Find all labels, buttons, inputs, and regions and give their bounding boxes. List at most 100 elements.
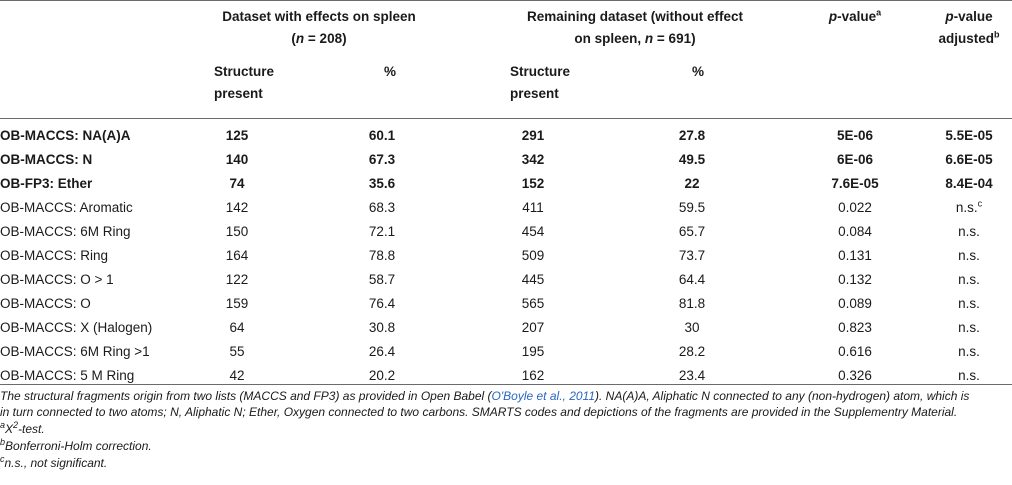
cell-p2: 30 [684,320,700,335]
structure-header-2: Structure present [510,64,571,101]
cell-p2: 73.7 [678,248,706,263]
cell-pa: 8.4E-04 [945,176,993,191]
cell-pv: 5E-06 [836,128,874,143]
cell-s1: 55 [229,344,245,359]
cell-pa: n.s. [958,224,980,239]
cell-p2: 81.8 [678,296,706,311]
cell-p2: 23.4 [678,368,706,383]
cell-s1: 42 [229,368,245,383]
cell-pa: n.s.c [955,198,983,215]
table-row: OB-MACCS: X (Halogen) 64 30.8 207 30 0.823 n.s… [0,316,1012,340]
cell-pv: 6E-06 [836,152,874,167]
group1-header: Dataset with effects on spleen (n = 208) [196,6,442,50]
cell-pa: n.s. [958,320,980,335]
cell-pv: 0.326 [838,368,872,383]
cell-s2: 445 [521,272,545,287]
cell-s1: 125 [225,128,249,143]
cell-name: OB-MACCS: O > 1 [0,272,114,287]
cell-name: OB-MACCS: 6M Ring >1 [0,344,150,359]
group1-header-line1: Dataset with effects on spleen [222,9,416,24]
cell-s1: 140 [225,152,249,167]
cell-p2: 65.7 [678,224,706,239]
table-row: OB-MACCS: Ring 164 78.8 509 73.7 0.131 n.s. [0,244,1012,268]
cell-p1: 68.3 [368,200,396,215]
table-row: OB-MACCS: Aromatic 142 68.3 411 59.5 0.022 n.s… [0,196,1012,220]
footnote-main: The structural fragments origin from two… [0,389,970,419]
group2-header: Remaining dataset (without effect on spl… [490,6,780,50]
cell-p1: 58.7 [368,272,396,287]
cell-s2: 509 [521,248,545,263]
cell-p1: 76.4 [368,296,396,311]
cell-s1: 164 [225,248,249,263]
cell-pv: 0.084 [838,224,872,239]
cell-pa-sup: c [977,198,983,209]
cell-pa: n.s. [958,248,980,263]
cell-p2: 64.4 [678,272,706,287]
cell-p2: 22 [684,176,700,191]
cell-p1: 35.6 [368,176,396,191]
table-row: OB-FP3: Ether 74 35.6 152 22 7.6E-05 8.4E-04 [0,172,1012,196]
footnote-c: cn.s., not significant. [0,454,108,471]
group1-header-line2: (n = 208) [291,31,347,46]
table-row: OB-MACCS: O 159 76.4 565 81.8 0.089 n.s. [0,292,1012,316]
group2-header-line1: Remaining dataset (without effect [526,9,744,24]
cell-s1: 159 [225,296,249,311]
cell-p1: 72.1 [368,224,396,239]
cell-pa: 5.5E-05 [945,128,993,143]
cell-pv: 0.089 [838,296,872,311]
cell-pa: n.s. [958,344,980,359]
cell-s1: 142 [225,200,249,215]
cell-s2: 195 [521,344,545,359]
cell-s2: 207 [521,320,545,335]
cell-name: OB-MACCS: Aromatic [0,200,133,215]
cell-pv: 0.823 [838,320,872,335]
cell-s2: 411 [522,200,544,215]
cell-name: OB-FP3: Ether [0,176,93,191]
table-row: OB-MACCS: N 140 67.3 342 49.5 6E-06 6.6E-05 [0,148,1012,172]
footnote-a: aX2-test. [0,420,45,437]
cell-pa: n.s. [958,296,980,311]
cell-p1: 60.1 [368,128,396,143]
cell-pv: 0.131 [838,248,872,263]
cell-p1: 30.8 [368,320,396,335]
cell-pv: 0.022 [838,200,872,215]
table-row: OB-MACCS: NA(A)A 125 60.1 291 27.8 5E-06 5.5E-… [0,124,1012,148]
cell-s1: 64 [229,320,245,335]
header-rule [0,118,1012,119]
table-row: OB-MACCS: O > 1 122 58.7 445 64.4 0.132 n.s. [0,268,1012,292]
cell-p2: 59.5 [678,200,706,215]
cell-name: OB-MACCS: N [0,152,93,167]
group2-header-line2: on spleen, n = 691) [574,31,696,46]
cell-p1: 26.4 [368,344,396,359]
cell-p1: 78.8 [368,248,396,263]
cell-s2: 342 [521,152,545,167]
cell-name: OB-MACCS: 6M Ring [0,224,131,239]
table-row: OB-MACCS: 5 M Ring 42 20.2 162 23.4 0.326 n.s. [0,364,1012,388]
cell-s1: 150 [225,224,249,239]
cell-name: OB-MACCS: Ring [0,248,109,263]
footnote-b: bBonferroni-Holm correction. [0,437,152,454]
percent-header-2: % [692,64,705,79]
cell-name: OB-MACCS: O [0,296,91,311]
cell-pv: 0.616 [838,344,872,359]
cell-pa: n.s. [958,368,980,383]
cell-name: OB-MACCS: X (Halogen) [0,320,153,335]
cell-s2: 291 [521,128,545,143]
cell-s2: 454 [521,224,545,239]
cell-s1: 122 [225,272,249,287]
cell-s2: 565 [521,296,545,311]
cell-p1: 20.2 [368,368,396,383]
bottom-rule [0,384,1012,385]
cell-name: OB-MACCS: 5 M Ring [0,368,135,383]
table-row: OB-MACCS: 6M Ring >1 55 26.4 195 28.2 0.616 n.… [0,340,1012,364]
cell-p2: 27.8 [678,128,706,143]
padj-header: p-value adjustedb [938,9,1000,46]
structure-header-1: Structure present [214,64,275,101]
cell-pv: 0.132 [838,272,872,287]
cell-s2: 152 [521,176,545,191]
cell-p2: 28.2 [678,344,706,359]
cell-pa: 6.6E-05 [945,152,993,167]
cell-s1: 74 [229,176,245,191]
citation-link[interactable]: O'Boyle et al., 2011 [491,389,595,403]
pvalue-header: p-valuea [828,7,882,24]
